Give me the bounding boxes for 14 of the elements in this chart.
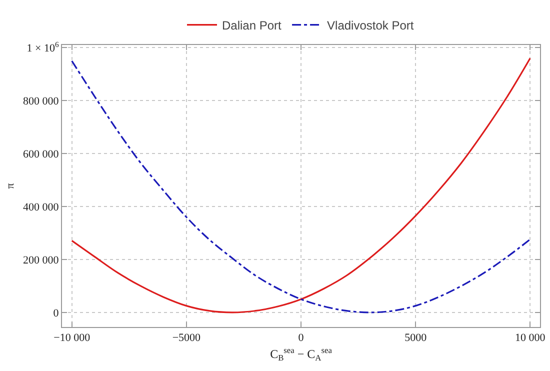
x-tick-label: −5000 [172, 332, 202, 344]
x-tick-label: 0 [298, 332, 304, 344]
x-tick-label: −10 000 [54, 332, 91, 344]
y-tick-label: 600 000 [23, 148, 60, 160]
x-tick-label: 5000 [404, 332, 428, 344]
legend-label: Vladivostok Port [327, 18, 414, 33]
y-tick-label: 400 000 [23, 201, 60, 214]
y-axis-title: π [4, 182, 17, 189]
y-tick-label: 0 [53, 307, 60, 320]
legend-label: Dalian Port [222, 18, 282, 33]
y-tick-label: 800 000 [23, 95, 60, 108]
x-tick-label: 10 000 [515, 332, 546, 344]
y-tick-label: 200 000 [23, 254, 60, 266]
y-tick-label: 1 × 10$^{6}$ [26, 40, 59, 54]
